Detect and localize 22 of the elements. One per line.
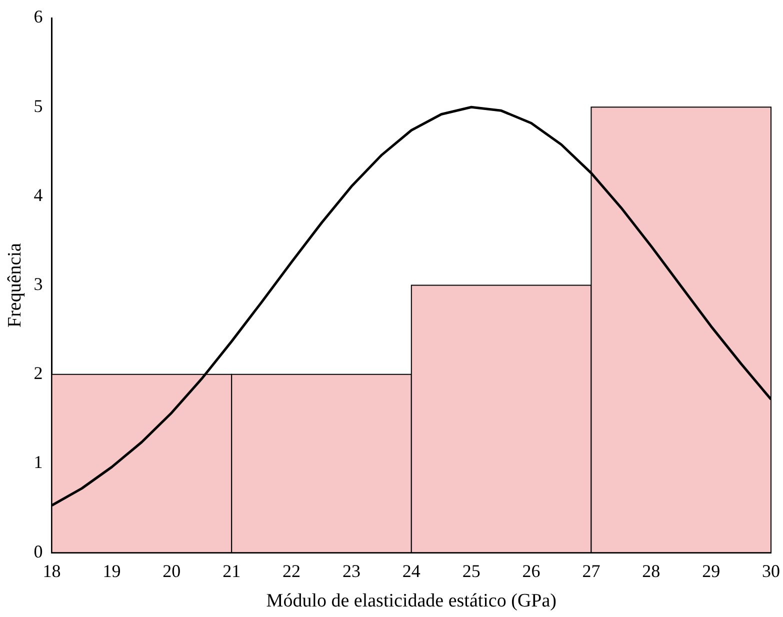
x-tick-label: 23	[342, 561, 360, 582]
x-tick-label: 18	[42, 561, 61, 582]
x-tick-label: 30	[762, 561, 780, 582]
x-tick-label: 20	[162, 561, 181, 582]
y-tick-label: 1	[34, 452, 43, 472]
x-tick-label: 24	[402, 561, 420, 582]
x-tick-label: 22	[282, 561, 301, 582]
y-tick-label: 4	[34, 184, 43, 205]
x-axis-title: Módulo de elasticidade estático (GPa)	[266, 590, 556, 612]
x-tick-label: 29	[702, 561, 720, 582]
x-tick-label: 26	[522, 561, 540, 582]
y-tick-label: 0	[34, 541, 43, 562]
x-tick-label: 27	[582, 561, 600, 582]
x-tick-label: 25	[462, 561, 480, 582]
x-tick-label: 21	[222, 561, 241, 582]
x-tick-label: 19	[102, 561, 121, 582]
y-axis-title: Frequência	[4, 242, 26, 328]
x-tick-label: 28	[642, 561, 660, 582]
y-tick-label: 2	[34, 363, 43, 384]
y-tick-label: 3	[34, 274, 43, 294]
y-tick-label: 5	[34, 96, 43, 116]
y-tick-label: 6	[34, 6, 43, 27]
